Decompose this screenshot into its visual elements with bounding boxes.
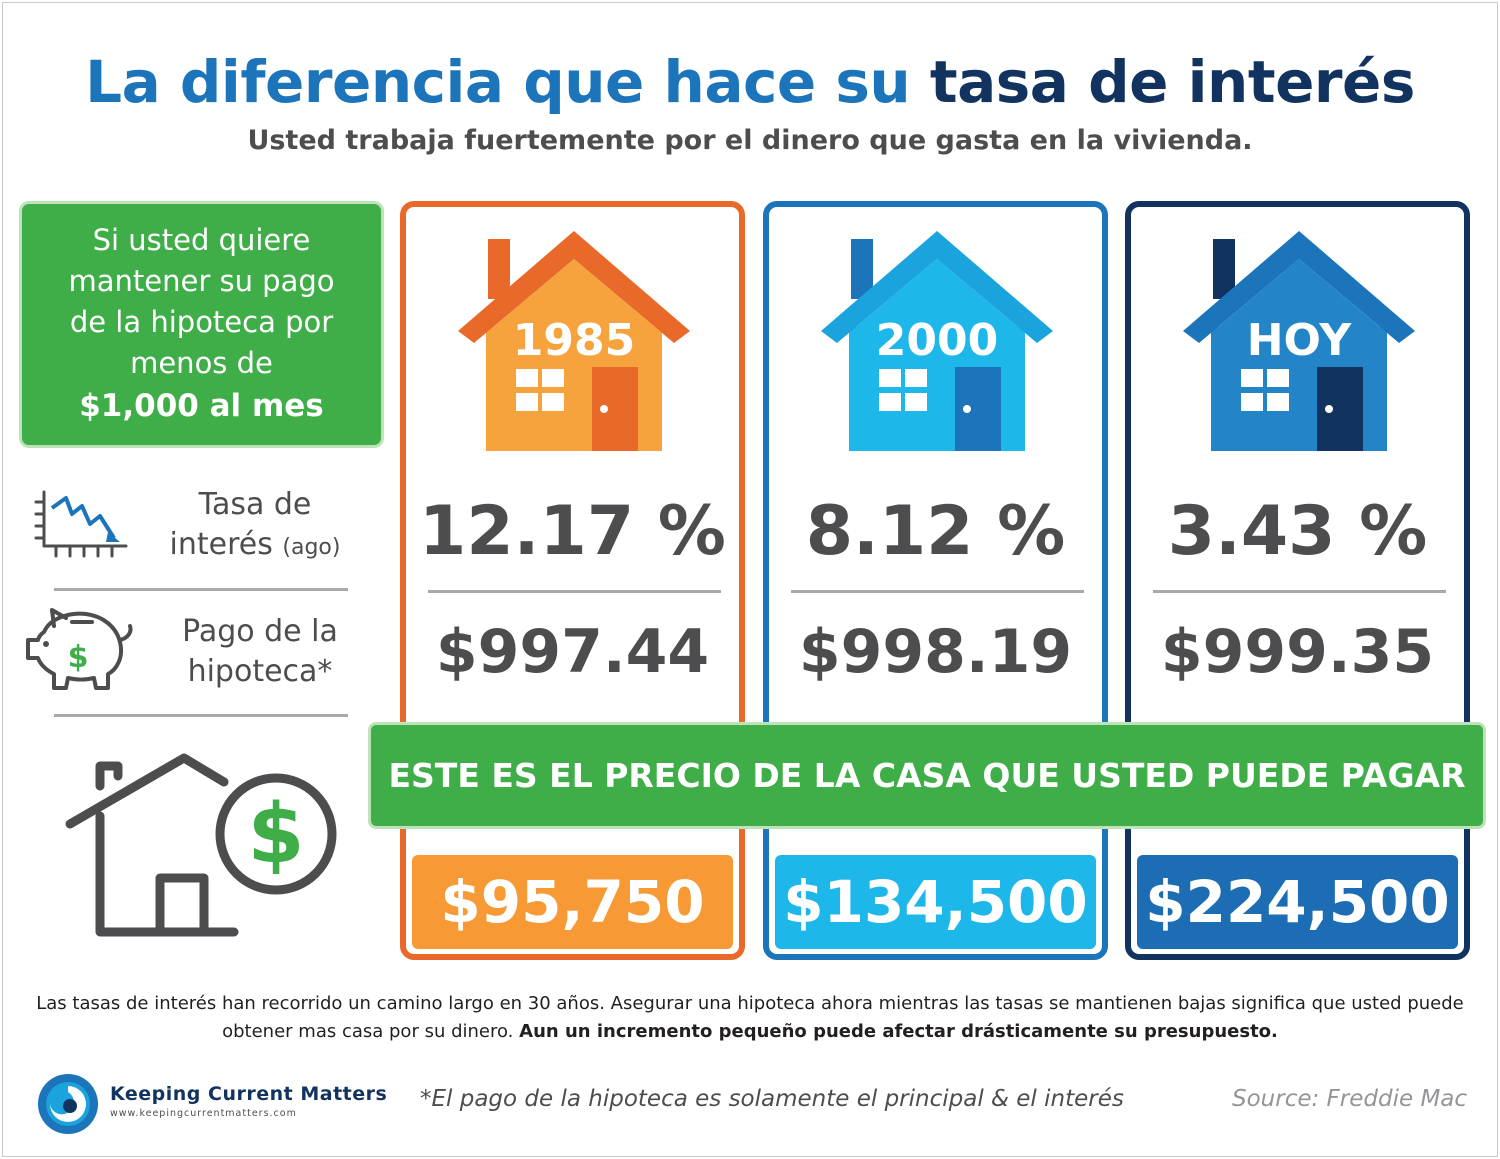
title-part-1: La diferencia que hace su [85,48,911,116]
interest-rate: 12.17 % [419,492,726,571]
intro-line: mantener su pago [68,264,335,298]
payment-note: *El pago de la hipoteca es solamente el … [420,1086,1124,1112]
house-year: HOY [1247,315,1353,366]
rate-label-line-1: Tasa de [198,487,312,522]
title-part-2: tasa de interés [929,48,1415,116]
monthly-payment: $999.35 [1160,617,1435,687]
payment-label-line-2: hipoteca* [187,654,333,689]
column-1985: 1985 12.17 % $997.44 $95,750 [400,201,745,960]
home-price: $224,500 [1137,855,1458,949]
intro-line: Si usted quiere [92,223,311,257]
logo-swirl-icon [38,1074,98,1134]
logo-name: Keeping Current Matters [110,1083,388,1105]
logo-url: www.keepingcurrentmatters.com [110,1108,297,1119]
monthly-payment: $997.44 [435,617,710,687]
source-credit: Source: Freddie Mac [1232,1086,1468,1112]
interest-rate: 8.12 % [805,492,1066,571]
intro-box: Si usted quiere mantener su pago de la h… [19,201,384,448]
footer-paragraph: Las tasas de interés han recorrido un ca… [36,993,1464,1042]
column-divider [791,590,1084,593]
svg-text:$: $ [247,787,304,882]
monthly-payment: $998.19 [798,617,1073,687]
house-icon: 1985 [458,231,690,451]
house-year: 1985 [513,315,635,366]
payment-row-label: Pago de la hipoteca* [155,612,365,692]
footer-text: Las tasas de interés han recorrido un ca… [0,990,1500,1046]
column-divider [1153,590,1446,593]
page-title: La diferencia que hace su tasa de interé… [0,48,1500,116]
page-subtitle: Usted trabaja fuertemente por el dinero … [247,125,1253,156]
payment-label-line-1: Pago de la [182,614,338,649]
home-price: $134,500 [775,855,1096,949]
house-year: 2000 [876,315,998,366]
rate-label-line-2: interés [169,527,273,562]
house-icon: HOY [1183,231,1415,451]
price-banner: ESTE ES EL PRECIO DE LA CASA QUE USTED P… [368,722,1486,829]
column-2000: 2000 8.12 % $998.19 $134,500 [763,201,1108,960]
home-price: $95,750 [412,855,733,949]
interest-rate: 3.43 % [1167,492,1428,571]
piggy-bank-icon: $ [26,608,133,690]
house-icon: 2000 [821,231,1053,451]
rate-label-date: (ago) [282,535,341,560]
row-divider [54,588,348,591]
intro-line: de la hipoteca por [69,305,334,339]
column-divider [428,590,721,593]
declining-chart-icon [34,490,128,558]
svg-text:$: $ [68,640,89,675]
column-hoy: HOY 3.43 % $999.35 $224,500 [1125,201,1470,960]
intro-line: menos de [130,346,273,380]
footer-emphasis: Aun un incremento pequeño puede afectar … [519,1021,1278,1042]
row-divider [54,714,348,717]
rate-row-label: Tasa de interés (ago) [150,485,360,568]
house-dollar-icon: $ [65,753,337,937]
intro-amount: $1,000 al mes [79,388,324,424]
